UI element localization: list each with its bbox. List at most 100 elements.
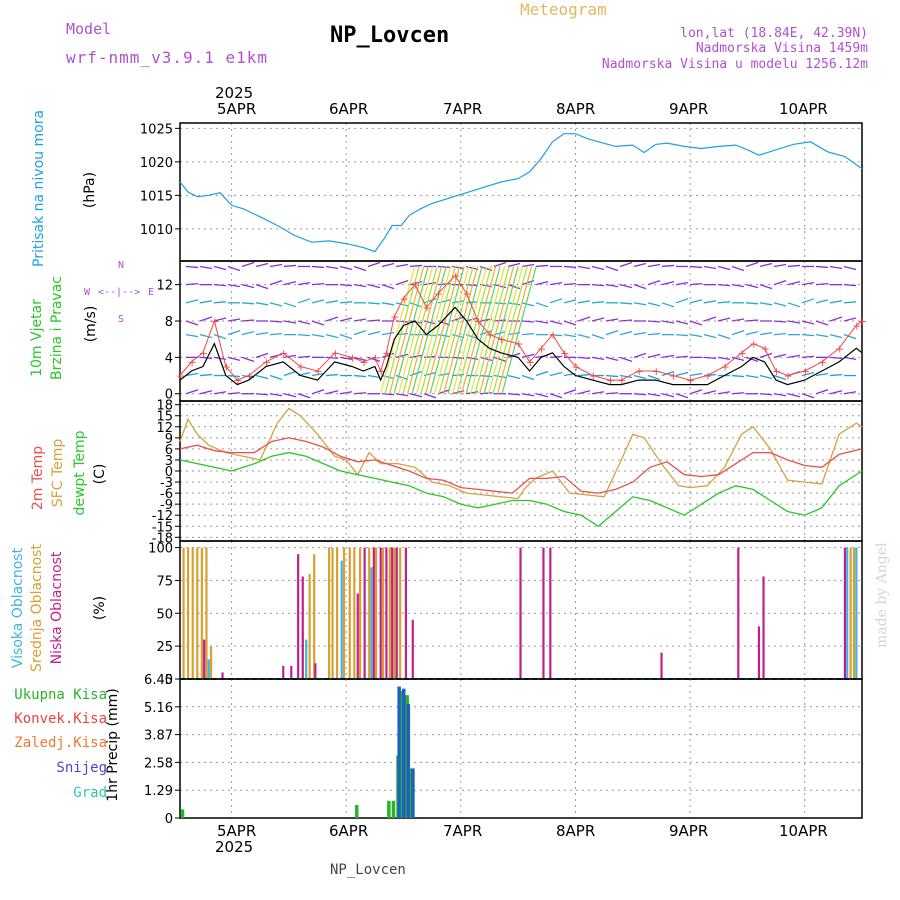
temp-ytick-label-7: 3 bbox=[165, 454, 173, 469]
wind-barb-5-23 bbox=[507, 302, 521, 306]
wind-barb-0-42 bbox=[773, 393, 787, 397]
cloud-low-bar-18 bbox=[549, 547, 552, 679]
cloud-low-bar-13 bbox=[395, 547, 398, 679]
wind-barb-7-4 bbox=[241, 261, 255, 268]
storm-barb-3 bbox=[393, 266, 429, 394]
bottom-date-label-10apr: 10APR bbox=[779, 822, 828, 840]
cloud-low-bar-10 bbox=[379, 547, 382, 679]
wind-barb-1-28 bbox=[577, 373, 591, 377]
wind-barb-3-37 bbox=[703, 334, 717, 339]
wind-barb-1-0 bbox=[185, 372, 199, 377]
wind-barb-7-19 bbox=[451, 265, 465, 270]
wind-barb-5-42 bbox=[773, 302, 787, 307]
wind-barb-7-33 bbox=[647, 263, 661, 268]
wind-barb-2-23 bbox=[507, 352, 521, 358]
wind-barb-4-33 bbox=[647, 320, 661, 323]
wind-barb-7-23 bbox=[507, 262, 521, 268]
cloud-mid-bar-9 bbox=[313, 554, 316, 679]
gust-marker-45: + bbox=[772, 365, 781, 378]
wind-barb-2-34 bbox=[661, 354, 675, 359]
temp-ytick-label-11: 15 bbox=[156, 410, 173, 425]
wind-barb-6-27 bbox=[563, 282, 577, 286]
gust-marker-11: + bbox=[331, 347, 340, 360]
wind-barb-2-44 bbox=[801, 355, 815, 359]
temp-ytick-label-12: 18 bbox=[156, 399, 173, 414]
gust-marker-34: + bbox=[606, 374, 615, 387]
wind-barb-6-38 bbox=[717, 283, 731, 287]
precip-ytick-label-5: 6.45 bbox=[144, 673, 173, 688]
wind-barb-7-1 bbox=[199, 265, 213, 270]
gust-marker-6: + bbox=[245, 370, 254, 383]
wind-barb-5-5 bbox=[255, 302, 269, 306]
bottom-date-label-8apr: 8APR bbox=[556, 822, 596, 840]
wind-barb-0-39 bbox=[731, 392, 745, 395]
wind-barb-1-14 bbox=[381, 374, 395, 380]
wind-barb-0-1 bbox=[199, 390, 213, 395]
gust-marker-9: + bbox=[296, 360, 305, 373]
wind-barb-5-4 bbox=[241, 302, 255, 305]
meteogram-label: Meteogram bbox=[520, 0, 607, 19]
wind-barb-3-3 bbox=[227, 330, 241, 336]
gust-marker-8: + bbox=[279, 347, 288, 360]
cloud-mid-bar-22 bbox=[399, 547, 402, 679]
precip-snow-bar-2 bbox=[406, 703, 411, 818]
gust-marker-40: + bbox=[703, 370, 712, 383]
wind-barb-4-29 bbox=[591, 317, 605, 322]
wind-barb-4-31 bbox=[619, 319, 633, 322]
wind-barb-5-16 bbox=[409, 302, 423, 308]
wind-barb-4-37 bbox=[703, 316, 717, 322]
precip-legend-snow: Snijeg bbox=[56, 760, 107, 776]
wind-barb-6-11 bbox=[339, 283, 353, 287]
bottom-date-label-5apr: 5APR bbox=[217, 822, 257, 840]
top-date-label-10apr: 10APR bbox=[779, 100, 828, 118]
wind-barb-5-34 bbox=[661, 302, 675, 308]
cloud-ytick-label-4: 100 bbox=[148, 542, 173, 557]
wind-barb-3-36 bbox=[689, 333, 703, 338]
wind-barb-6-3 bbox=[227, 283, 241, 288]
wind-barb-3-31 bbox=[619, 331, 633, 336]
gust-marker-22: + bbox=[451, 270, 460, 283]
wind-barb-5-2 bbox=[213, 301, 227, 304]
gust-marker-39: + bbox=[686, 374, 695, 387]
wind-barb-0-47 bbox=[843, 391, 857, 395]
wind-barb-7-43 bbox=[787, 264, 801, 268]
gust-marker-37: + bbox=[652, 365, 661, 378]
compass-e-label: E bbox=[148, 287, 155, 298]
wind-barb-2-3 bbox=[227, 356, 241, 361]
gust-marker-0: + bbox=[176, 370, 185, 383]
storm-barb-10 bbox=[425, 266, 461, 394]
wind-barb-1-16 bbox=[409, 370, 423, 377]
wind-barb-5-6 bbox=[269, 302, 283, 307]
wind-barb-0-33 bbox=[647, 393, 661, 397]
cloud-mid-bar-19 bbox=[381, 547, 385, 679]
wind-barb-3-9 bbox=[311, 333, 325, 338]
model-altitude-label: Nadmorska Visina u modelu 1256.12m bbox=[601, 57, 868, 72]
wind-barb-5-33 bbox=[647, 302, 661, 307]
gust-marker-48: + bbox=[818, 356, 827, 369]
wind-barb-0-6 bbox=[269, 393, 283, 397]
wind-barb-2-20 bbox=[465, 356, 479, 361]
top-date-label-6apr: 6APR bbox=[329, 100, 369, 118]
compass-arrows-icon: <--|--> bbox=[98, 287, 141, 298]
wind-barb-3-18 bbox=[437, 333, 451, 338]
wind-barb-7-27 bbox=[563, 265, 577, 269]
precip-snow-bar-3 bbox=[411, 768, 415, 818]
wind-barb-5-46 bbox=[829, 300, 843, 304]
wind-barb-3-2 bbox=[213, 334, 227, 340]
wind-barb-2-1 bbox=[199, 356, 213, 360]
storm-barb-0 bbox=[380, 266, 416, 394]
wind-barb-3-32 bbox=[633, 331, 647, 336]
wind-barb-0-11 bbox=[339, 391, 353, 395]
wind-barb-3-1 bbox=[199, 334, 213, 339]
wind-barb-0-12 bbox=[353, 392, 367, 395]
wind-barb-1-42 bbox=[773, 374, 787, 381]
wind-barb-7-9 bbox=[311, 265, 325, 269]
gust-marker-35: + bbox=[617, 374, 626, 387]
wind-barb-3-6 bbox=[269, 332, 283, 336]
cloud-low-bar-8 bbox=[363, 547, 366, 679]
storm-barb-27 bbox=[501, 266, 537, 394]
wind-barb-1-13 bbox=[367, 374, 381, 379]
gust-marker-2: + bbox=[199, 347, 208, 360]
wind-barb-5-15 bbox=[395, 302, 409, 307]
wind-barb-1-21 bbox=[479, 374, 493, 378]
